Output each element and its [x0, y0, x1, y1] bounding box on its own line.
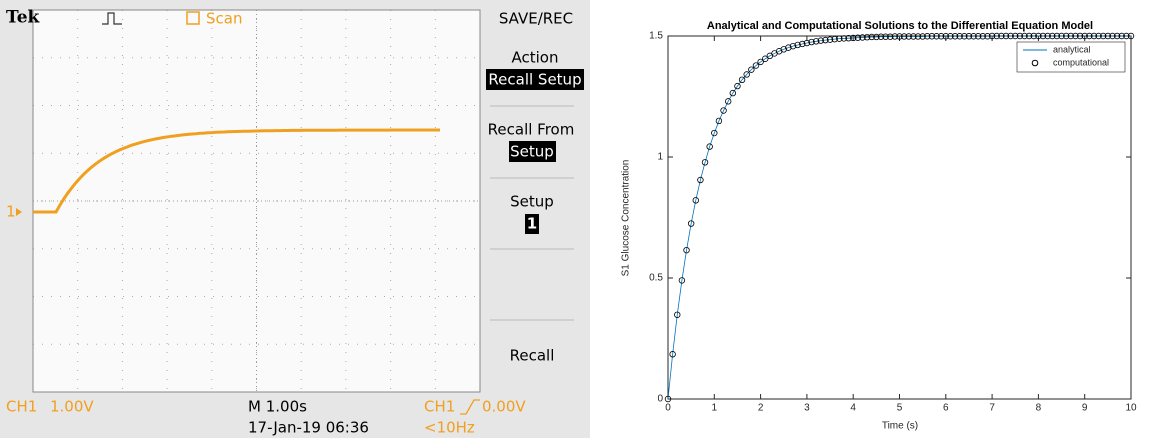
matlab-chart: Analytical and Computational Solutions t… [598, 0, 1161, 438]
y-tick-label: 0 [657, 394, 663, 405]
brand: Tek [6, 8, 41, 28]
x-tick-label: 0 [665, 403, 671, 414]
channel: CH1 [6, 398, 37, 416]
menu-label: Action [512, 49, 559, 67]
x-tick-label: 4 [850, 403, 856, 414]
menu-value[interactable]: 1 [527, 215, 537, 233]
y-tick-label: 0.5 [649, 273, 663, 284]
y-tick-label: 1 [657, 152, 663, 163]
oscilloscope: Tek Scan SAVE/REC Action Recall Setup Re… [0, 0, 590, 438]
x-tick-label: 7 [989, 403, 995, 414]
x-tick-label: 3 [804, 403, 810, 414]
x-tick-label: 6 [943, 403, 949, 414]
menu-label[interactable]: Recall [510, 347, 555, 365]
legend-label: analytical [1053, 44, 1091, 54]
legend-label: computational [1053, 57, 1109, 67]
x-tick-label: 5 [897, 403, 903, 414]
trigger-level: 0.00V [482, 398, 526, 416]
volts-per-div: 1.00V [50, 398, 94, 416]
menu-value[interactable]: Recall Setup [488, 71, 581, 89]
menu-title: SAVE/REC [499, 10, 573, 28]
y-tick-label: 1.5 [649, 31, 663, 42]
y-axis-label: S1 Glucose Concentration [621, 160, 632, 277]
date-time: 17-Jan-19 06:36 [248, 419, 369, 437]
x-axis-label: Time (s) [882, 421, 918, 432]
x-tick-label: 1 [712, 403, 718, 414]
x-tick-label: 9 [1082, 403, 1088, 414]
chart-title: Analytical and Computational Solutions t… [707, 20, 1093, 32]
x-tick-label: 2 [758, 403, 764, 414]
channel-marker: 1 [6, 203, 16, 221]
x-tick-label: 8 [1036, 403, 1042, 414]
trigger-channel: CH1 [424, 398, 455, 416]
menu-label: Recall From [488, 121, 575, 139]
menu-value[interactable]: Setup [510, 143, 554, 161]
timebase: M 1.00s [248, 398, 307, 416]
frequency: <10Hz [424, 419, 475, 437]
figure: Tek Scan SAVE/REC Action Recall Setup Re… [0, 0, 1161, 438]
menu-label: Setup [510, 193, 554, 211]
page: Tek Scan SAVE/REC Action Recall Setup Re… [0, 0, 1161, 438]
x-tick-label: 10 [1125, 403, 1137, 414]
acquisition-mode: Scan [206, 10, 242, 28]
